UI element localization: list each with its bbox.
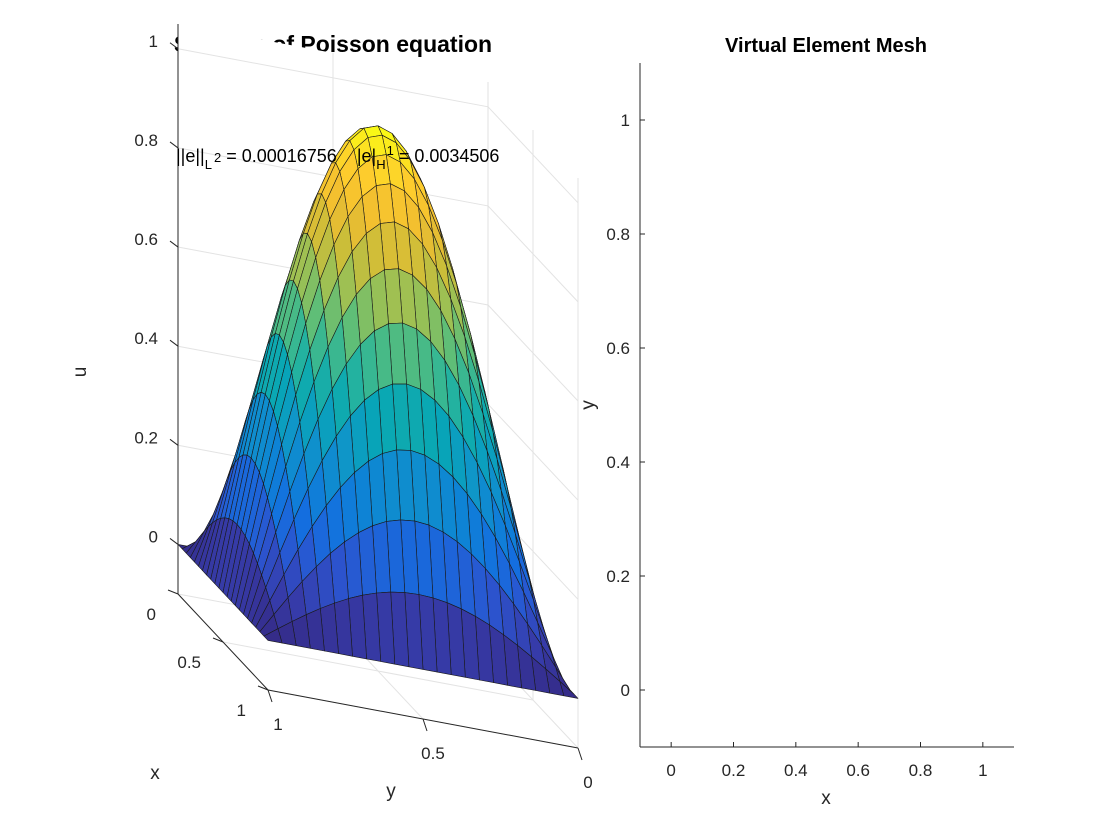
z-tick-label: 0.6 bbox=[134, 230, 158, 249]
z-tick bbox=[169, 438, 179, 446]
mesh-y-tick-label: 0.8 bbox=[606, 225, 630, 244]
y-tick-label: 1 bbox=[273, 715, 282, 734]
surface-axes: 0 0.2 0.4 0.6 0.8 1 0 0.5 1 1 0.5 0 bbox=[134, 24, 593, 792]
mesh-x-tick-label: 0.2 bbox=[722, 761, 746, 780]
z-tick-label: 0.8 bbox=[134, 131, 158, 150]
mesh-x-tick-label: 0.8 bbox=[909, 761, 933, 780]
x-tick bbox=[167, 589, 179, 595]
mesh-title: Virtual Element Mesh bbox=[725, 35, 927, 57]
x-tick-label: 0.5 bbox=[177, 653, 201, 672]
z-tick bbox=[169, 141, 179, 149]
l2-norm-label: ||e|| bbox=[176, 146, 205, 166]
mesh-y-tick-label: 0.4 bbox=[606, 453, 630, 472]
h1-subscript: H bbox=[376, 157, 385, 172]
mesh-x-tick-label: 0.4 bbox=[784, 761, 808, 780]
mesh-y-tick-label: 1 bbox=[621, 111, 630, 130]
z-tick-label: 1 bbox=[149, 32, 158, 51]
mesh-y-tick-label: 0 bbox=[621, 681, 630, 700]
z-tick-label: 0.2 bbox=[134, 428, 158, 447]
y-tick bbox=[577, 747, 583, 761]
z-tick bbox=[169, 42, 179, 50]
h1-value: = 0.0034506 bbox=[394, 146, 500, 166]
mesh-ylabel: y bbox=[578, 400, 599, 410]
surface-zlabel: u bbox=[70, 367, 91, 378]
z-tick-label: 0.4 bbox=[134, 329, 158, 348]
y-tick bbox=[267, 689, 273, 703]
mesh-x-tick-label: 1 bbox=[978, 761, 987, 780]
x-tick bbox=[257, 685, 269, 691]
l2-value: = 0.00016756 bbox=[221, 146, 337, 166]
mesh-axes: 0 0.2 0.4 0.6 0.8 1 0 0.2 0.4 0.6 0.8 1 bbox=[606, 63, 1014, 780]
h1-norm-label: |e| bbox=[357, 146, 376, 166]
mesh-x-tick-label: 0.6 bbox=[846, 761, 870, 780]
l2-superscript: 2 bbox=[214, 150, 221, 165]
z-tick bbox=[169, 339, 179, 347]
z-tick-label: 0 bbox=[149, 527, 158, 546]
h1-superscript: 1 bbox=[387, 143, 394, 158]
y-tick-label: 0 bbox=[583, 773, 592, 792]
surface-plot: Solution of Poisson equation 00.20.40.60… bbox=[70, 24, 593, 802]
error-annotation: ||e||L 2 = 0.00016756 |e|H1 = 0.0034506 bbox=[176, 143, 499, 172]
mesh-y-tick-label: 0.2 bbox=[606, 567, 630, 586]
y-tick-label: 0.5 bbox=[421, 744, 445, 763]
surface-mesh bbox=[177, 125, 579, 699]
surface-face bbox=[263, 628, 283, 644]
surface-ylabel: y bbox=[386, 781, 396, 802]
mesh-xlabel: x bbox=[821, 788, 831, 809]
mesh-y-tick-label: 0.6 bbox=[606, 339, 630, 358]
x-tick bbox=[212, 637, 224, 643]
x-tick-label: 1 bbox=[237, 701, 246, 720]
l2-subscript: L bbox=[205, 157, 212, 172]
z-tick bbox=[169, 240, 179, 248]
mesh-plot-area bbox=[640, 63, 1014, 747]
surface-xlabel: x bbox=[150, 763, 160, 784]
y-tick bbox=[422, 718, 428, 732]
z-tick bbox=[169, 538, 179, 545]
mesh-plot: Virtual Element Mesh 0 0.2 0.4 0.6 0.8 100.20… bbox=[578, 35, 1014, 809]
x-tick-label: 0 bbox=[147, 605, 156, 624]
mesh-x-tick-label: 0 bbox=[666, 761, 675, 780]
